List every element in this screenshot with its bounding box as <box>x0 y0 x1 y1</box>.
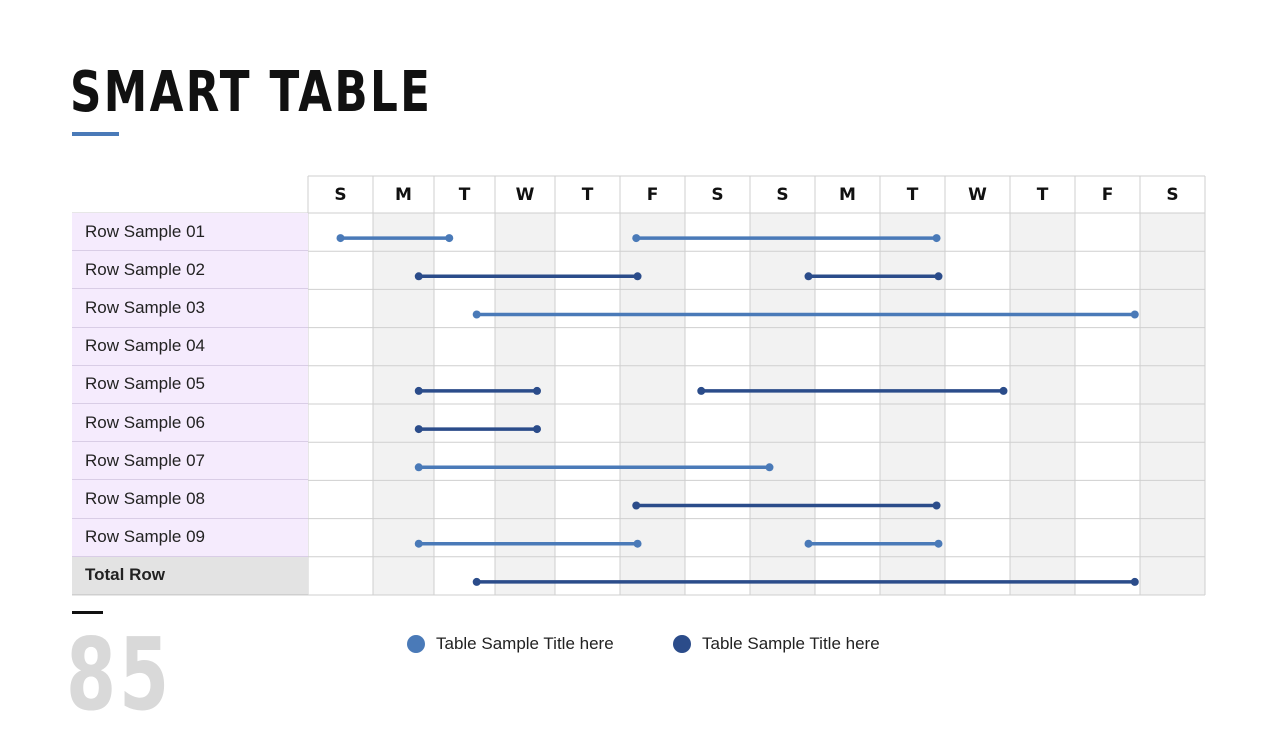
bar-start-dot <box>414 386 423 395</box>
day-header: T <box>1036 184 1049 205</box>
day-header: T <box>581 184 594 205</box>
title-underline <box>72 132 119 136</box>
bar-end-dot <box>533 425 541 434</box>
bar-start-dot <box>414 425 423 434</box>
day-header: W <box>968 184 987 205</box>
page-title: SMART TABLE <box>70 60 433 125</box>
day-header: S <box>711 184 724 205</box>
row-label: Row Sample 03 <box>72 289 308 328</box>
row-label: Row Sample 01 <box>72 213 308 252</box>
bar-end-dot <box>934 539 943 548</box>
bar-start-dot <box>414 539 423 548</box>
bar-start-dot <box>472 577 481 586</box>
bar-end-dot <box>633 539 642 548</box>
bar-end-dot <box>633 272 642 281</box>
bar-start-dot <box>632 501 641 510</box>
legend-item-2: Table Sample Title here <box>673 634 880 654</box>
bar-start-dot <box>472 310 481 319</box>
bar-start-dot <box>632 234 641 243</box>
bar-end-dot <box>999 386 1008 395</box>
bar-start-dot <box>804 539 813 548</box>
row-label: Row Sample 07 <box>72 442 308 481</box>
day-header: F <box>646 184 659 205</box>
page-number: 85 <box>66 616 172 733</box>
legend-label: Table Sample Title here <box>436 634 614 653</box>
bar-start-dot <box>414 272 423 281</box>
day-header: M <box>839 184 856 205</box>
day-header: F <box>1101 184 1114 205</box>
row-label: Row Sample 09 <box>72 518 308 557</box>
row-label: Row Sample 05 <box>72 365 308 404</box>
row-label: Row Sample 02 <box>72 251 308 290</box>
day-header: S <box>776 184 789 205</box>
legend-label: Table Sample Title here <box>702 634 880 653</box>
bar-start-dot <box>336 234 345 243</box>
day-header: T <box>458 184 471 205</box>
day-header: T <box>906 184 919 205</box>
bar-start-dot <box>697 386 706 395</box>
legend-item-1: Table Sample Title here <box>407 634 614 654</box>
row-label: Row Sample 08 <box>72 480 308 519</box>
bar-end-dot <box>1130 310 1139 319</box>
day-header: M <box>395 184 412 205</box>
bar-end-dot <box>765 463 774 472</box>
day-header: S <box>1166 184 1179 205</box>
legend-dot-icon <box>407 635 425 653</box>
bar-end-dot <box>533 386 541 395</box>
bar-end-dot <box>932 501 941 510</box>
bar-end-dot <box>934 272 943 281</box>
row-label: Row Sample 04 <box>72 327 308 366</box>
row-label: Row Sample 06 <box>72 404 308 443</box>
total-row-label: Total Row <box>72 556 308 595</box>
day-header: W <box>515 184 535 205</box>
page-number-dash <box>72 611 103 614</box>
bar-end-dot <box>445 234 454 243</box>
bar-end-dot <box>1130 577 1139 586</box>
legend-dot-icon <box>673 635 691 653</box>
bar-start-dot <box>414 463 423 472</box>
bar-start-dot <box>804 272 813 281</box>
day-header: S <box>334 184 347 205</box>
bar-end-dot <box>932 234 941 243</box>
